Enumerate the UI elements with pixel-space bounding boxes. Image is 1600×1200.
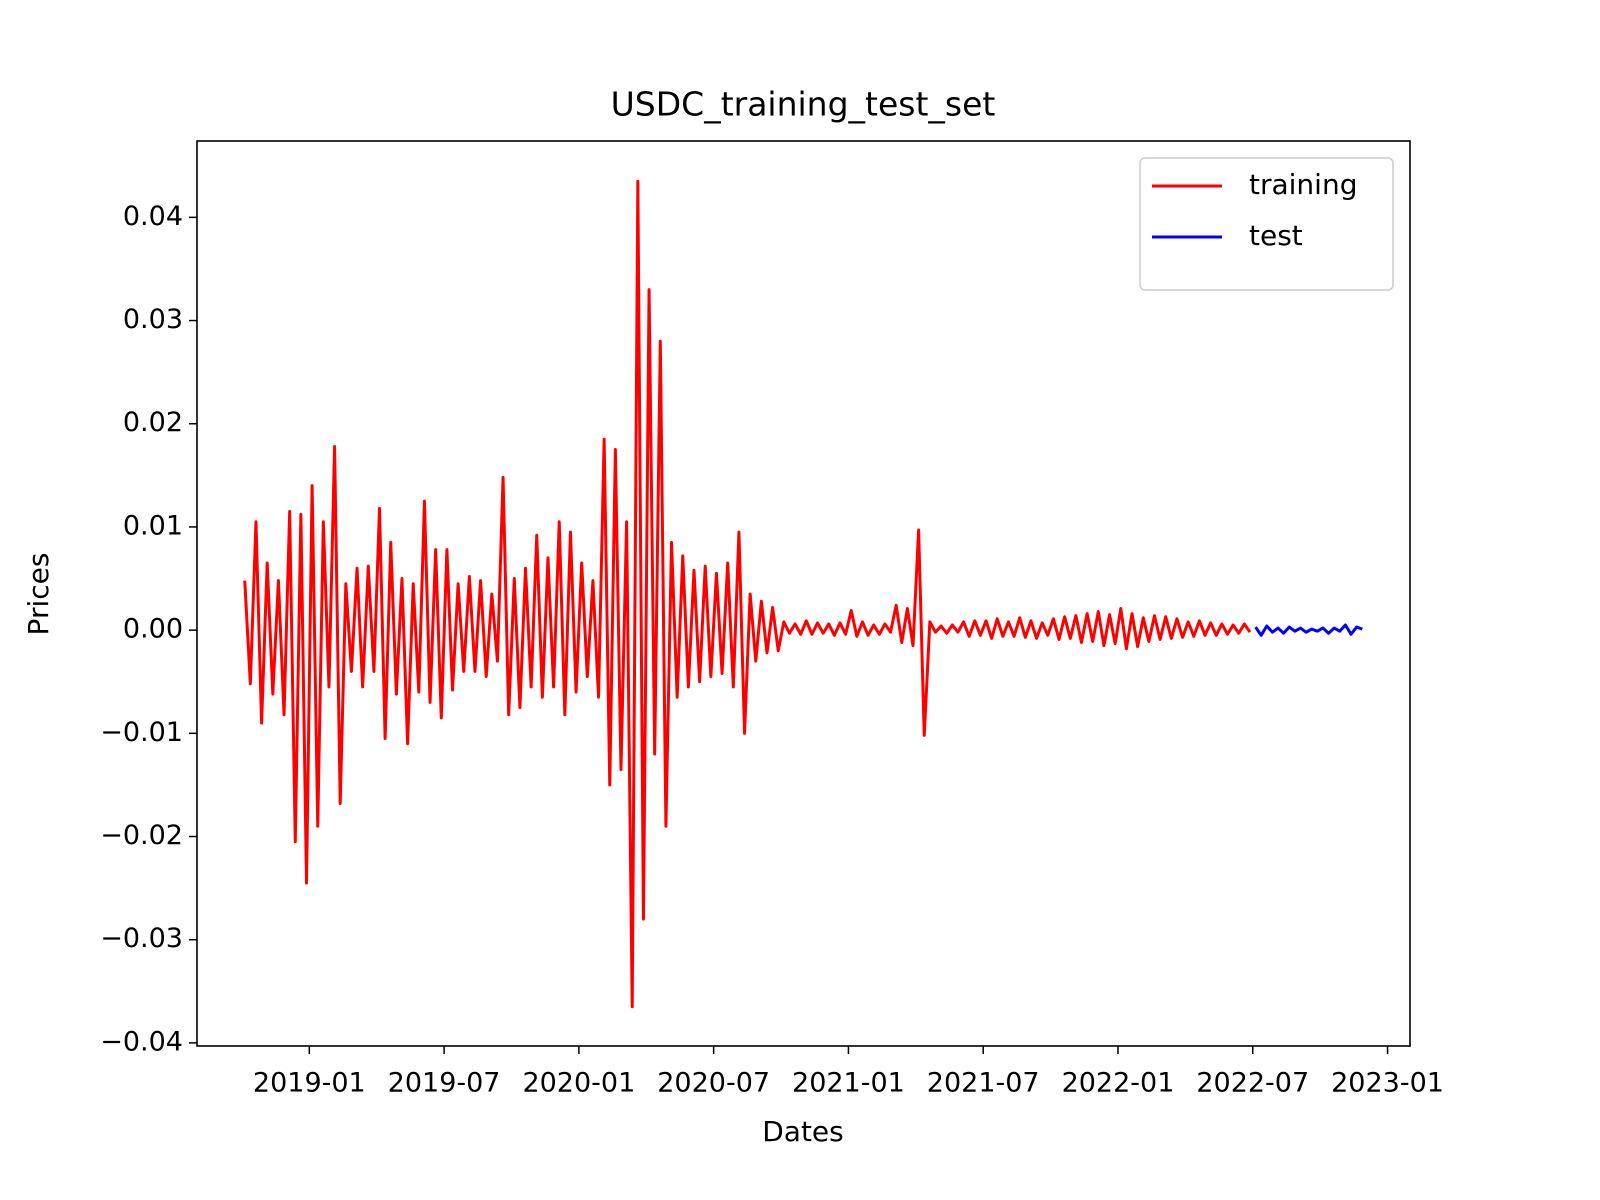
y-tick-label: 0.04 [123,201,183,232]
x-tick-label: 2022-07 [1196,1068,1309,1099]
x-tick-label: 2023-01 [1331,1068,1444,1099]
x-tick-label: 2022-01 [1062,1068,1175,1099]
y-tick-label: −0.04 [100,1026,183,1057]
y-axis-label: Prices [22,553,55,636]
y-tick-label: −0.03 [100,923,183,954]
y-tick-label: −0.02 [100,820,183,851]
x-tick-label: 2021-07 [927,1068,1040,1099]
data-line [1254,623,1363,637]
x-tick-label: 2019-01 [253,1068,366,1099]
legend: training test [1139,157,1394,291]
x-axis-label: Dates [762,1115,844,1148]
plot-frame [196,140,1411,1047]
legend-label: test [1249,219,1303,252]
y-tick-label: 0.02 [123,407,183,438]
legend-box [1139,157,1394,291]
x-tick-label: 2021-01 [792,1068,905,1099]
x-tick-label: 2019-07 [388,1068,501,1099]
y-tick-label: 0.00 [123,614,183,645]
legend-label: training [1249,168,1357,201]
y-tick-label: 0.03 [123,304,183,335]
data-line [243,179,1252,1009]
y-tick-label: 0.01 [123,510,183,541]
x-tick-label: 2020-07 [657,1068,770,1099]
chart-title: USDC_training_test_set [611,85,996,124]
y-tick-label: −0.01 [100,717,183,748]
x-tick-label: 2020-01 [522,1068,635,1099]
